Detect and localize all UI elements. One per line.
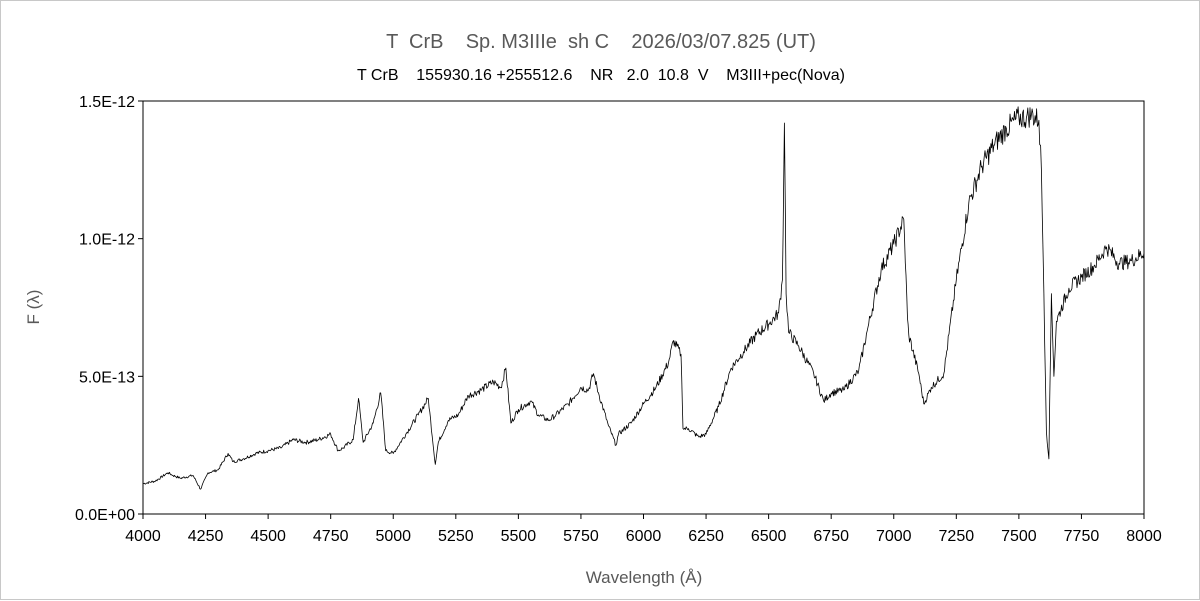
x-tick-label: 7250 <box>939 528 975 545</box>
y-tick-label: 5.0E-13 <box>79 369 135 386</box>
x-tick-label: 6750 <box>813 528 849 545</box>
x-tick-label: 6250 <box>688 528 724 545</box>
chart-title: T CrB Sp. M3IIIe sh C 2026/03/07.825 (UT… <box>386 31 816 53</box>
x-tick-label: 6000 <box>626 528 662 545</box>
chart-subtitle: T CrB 155930.16 +255512.6 NR 2.0 10.8 V … <box>357 67 845 84</box>
y-axis-label: F (λ) <box>24 290 43 325</box>
x-tick-label: 5250 <box>438 528 474 545</box>
x-tick-label: 5750 <box>563 528 599 545</box>
x-tick-label: 5500 <box>501 528 537 545</box>
spectrum-line <box>142 106 1145 490</box>
x-tick-label: 5000 <box>375 528 411 545</box>
x-tick-label: 4000 <box>125 528 161 545</box>
x-tick-label: 6500 <box>751 528 787 545</box>
y-tick-label: 1.5E-12 <box>79 94 135 111</box>
x-tick-label: 7750 <box>1064 528 1100 545</box>
x-tick-label: 8000 <box>1126 528 1162 545</box>
x-tick-label: 4750 <box>313 528 349 545</box>
y-tick-label: 1.0E-12 <box>79 232 135 249</box>
x-tick-label: 4250 <box>188 528 224 545</box>
plot-border <box>142 100 1145 515</box>
x-tick-label: 4500 <box>250 528 286 545</box>
y-tick-label: 0.0E+00 <box>75 507 135 524</box>
x-tick-label: 7000 <box>876 528 912 545</box>
x-axis-label: Wavelength (Å) <box>586 568 703 587</box>
plot-area <box>142 106 1145 490</box>
x-tick-label: 7500 <box>1001 528 1037 545</box>
axes: 4000 4250 4500 4750 5000 5250 5500 5750 6000 6250… <box>75 94 1162 545</box>
